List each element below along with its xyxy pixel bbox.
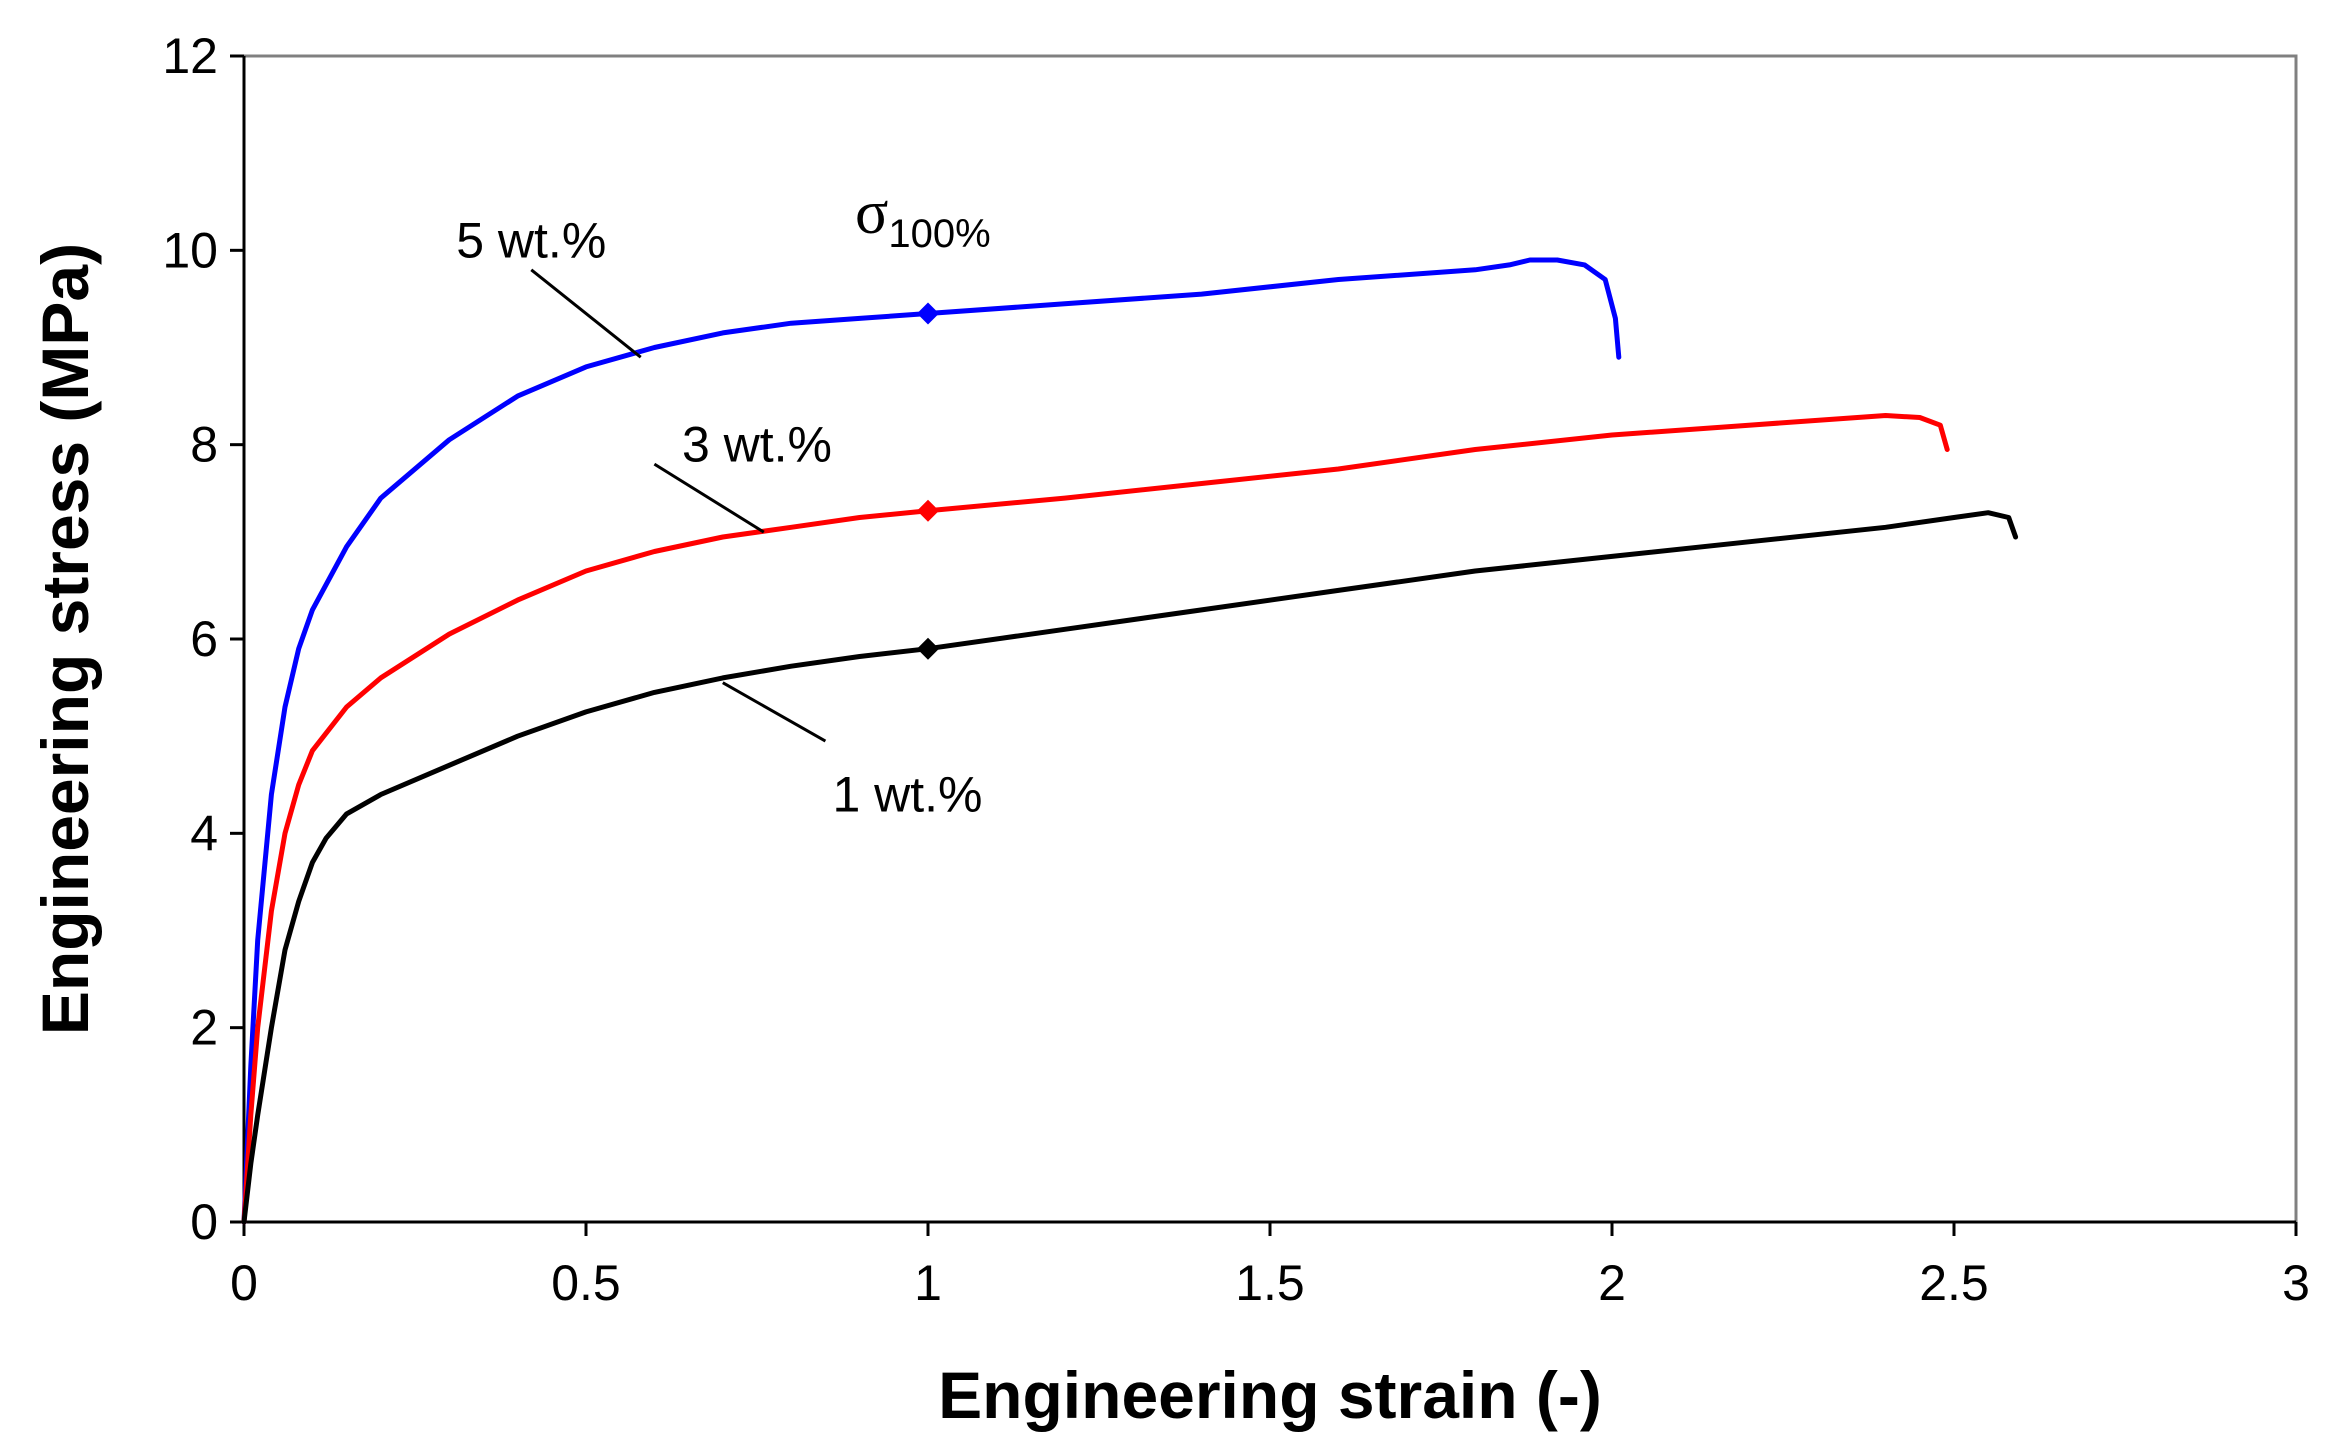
sigma100-marker (917, 499, 939, 522)
annotation-leader-line (530, 268, 642, 359)
sigma100-marker (917, 302, 939, 325)
x-axis-title: Engineering strain (-) (938, 1358, 1602, 1432)
x-tick-label: 3 (2282, 1255, 2310, 1311)
sigma-symbol: σ (855, 179, 888, 247)
y-tick-label: 10 (162, 222, 218, 278)
series-annotation-label: 5 wt.% (456, 213, 606, 269)
x-tick-label: 2 (1598, 1255, 1626, 1311)
y-tick-label: 4 (190, 805, 218, 861)
y-tick-label: 12 (162, 28, 218, 84)
series-line-1-wt (241, 510, 2019, 1225)
axes: 0 0.5 1 1.5 2 2.5 3 0 2 4 6 8 10 12 (162, 28, 2310, 1311)
y-tick-label: 0 (190, 1194, 218, 1250)
series-annotation-label: 3 wt.% (682, 417, 832, 473)
x-tick-label: 1.5 (1235, 1255, 1305, 1311)
series-layer (241, 257, 2019, 1225)
series-line-5-wt (241, 257, 1622, 1225)
annotation-leader-line (722, 681, 827, 743)
y-tick-label: 6 (190, 611, 218, 667)
sigma-label: σ100% (855, 179, 991, 256)
sigma100-marker (917, 637, 939, 660)
x-tick-label: 0.5 (551, 1255, 621, 1311)
x-tick-label: 0 (230, 1255, 258, 1311)
marker-layer (917, 302, 939, 660)
y-axis-title: Engineering stress (MPa) (28, 243, 102, 1035)
y-tick-label: 2 (190, 1000, 218, 1056)
y-tick-label: 8 (190, 417, 218, 473)
x-tick-label: 1 (914, 1255, 942, 1311)
series-annotation-label: 1 wt.% (832, 766, 982, 822)
annotation-leader-line (653, 462, 765, 534)
series-line-3-wt (241, 413, 1950, 1225)
annotation-layer: 5 wt.% 3 wt.% 1 wt.% (456, 213, 982, 823)
x-tick-label: 2.5 (1919, 1255, 1989, 1311)
sigma-subscript: 100% (888, 212, 990, 256)
